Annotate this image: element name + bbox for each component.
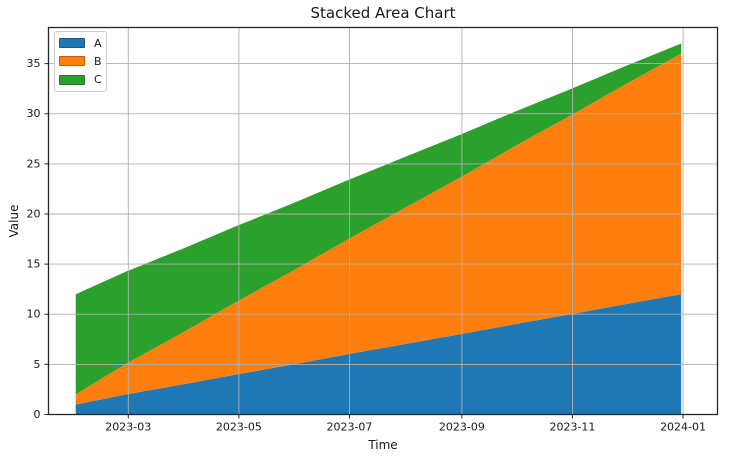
- legend-entry-c: C: [59, 71, 102, 89]
- legend-swatch-a-icon: [59, 38, 85, 49]
- legend-entry-a: A: [59, 34, 102, 52]
- area-series-c: [75, 43, 682, 395]
- x-tick-label: 2023-05: [216, 421, 262, 434]
- legend-swatch-b-icon: [59, 56, 85, 67]
- x-tick-label: 2023-07: [326, 421, 372, 434]
- y-tick-label: 5: [34, 358, 41, 371]
- area-series-a: [75, 294, 682, 415]
- axes-spines: [47, 26, 719, 416]
- x-tick-label: 2024-01: [660, 421, 706, 434]
- legend: A B C: [54, 31, 107, 92]
- legend-label-b: B: [94, 54, 102, 68]
- y-tick-label: 15: [27, 258, 41, 271]
- y-tick-label: 10: [27, 308, 41, 321]
- y-axis-label: Value: [7, 204, 21, 238]
- y-tick-label: 25: [27, 157, 41, 170]
- legend-entry-b: B: [59, 52, 102, 70]
- y-tick-label: 35: [27, 57, 41, 70]
- y-tick-label: 20: [27, 207, 41, 220]
- y-tick-label: 30: [27, 107, 41, 120]
- x-tick-label: 2023-03: [105, 421, 151, 434]
- legend-label-c: C: [94, 73, 102, 87]
- legend-swatch-c-icon: [59, 74, 85, 85]
- x-tick-label: 2023-09: [439, 421, 485, 434]
- x-tick-label: 2023-11: [549, 421, 595, 434]
- x-axis-label: Time: [368, 438, 398, 452]
- y-tick-label: 0: [34, 408, 41, 421]
- chart-title: Stacked Area Chart: [310, 4, 456, 22]
- area-series-b: [75, 53, 682, 405]
- legend-label-a: A: [94, 36, 102, 50]
